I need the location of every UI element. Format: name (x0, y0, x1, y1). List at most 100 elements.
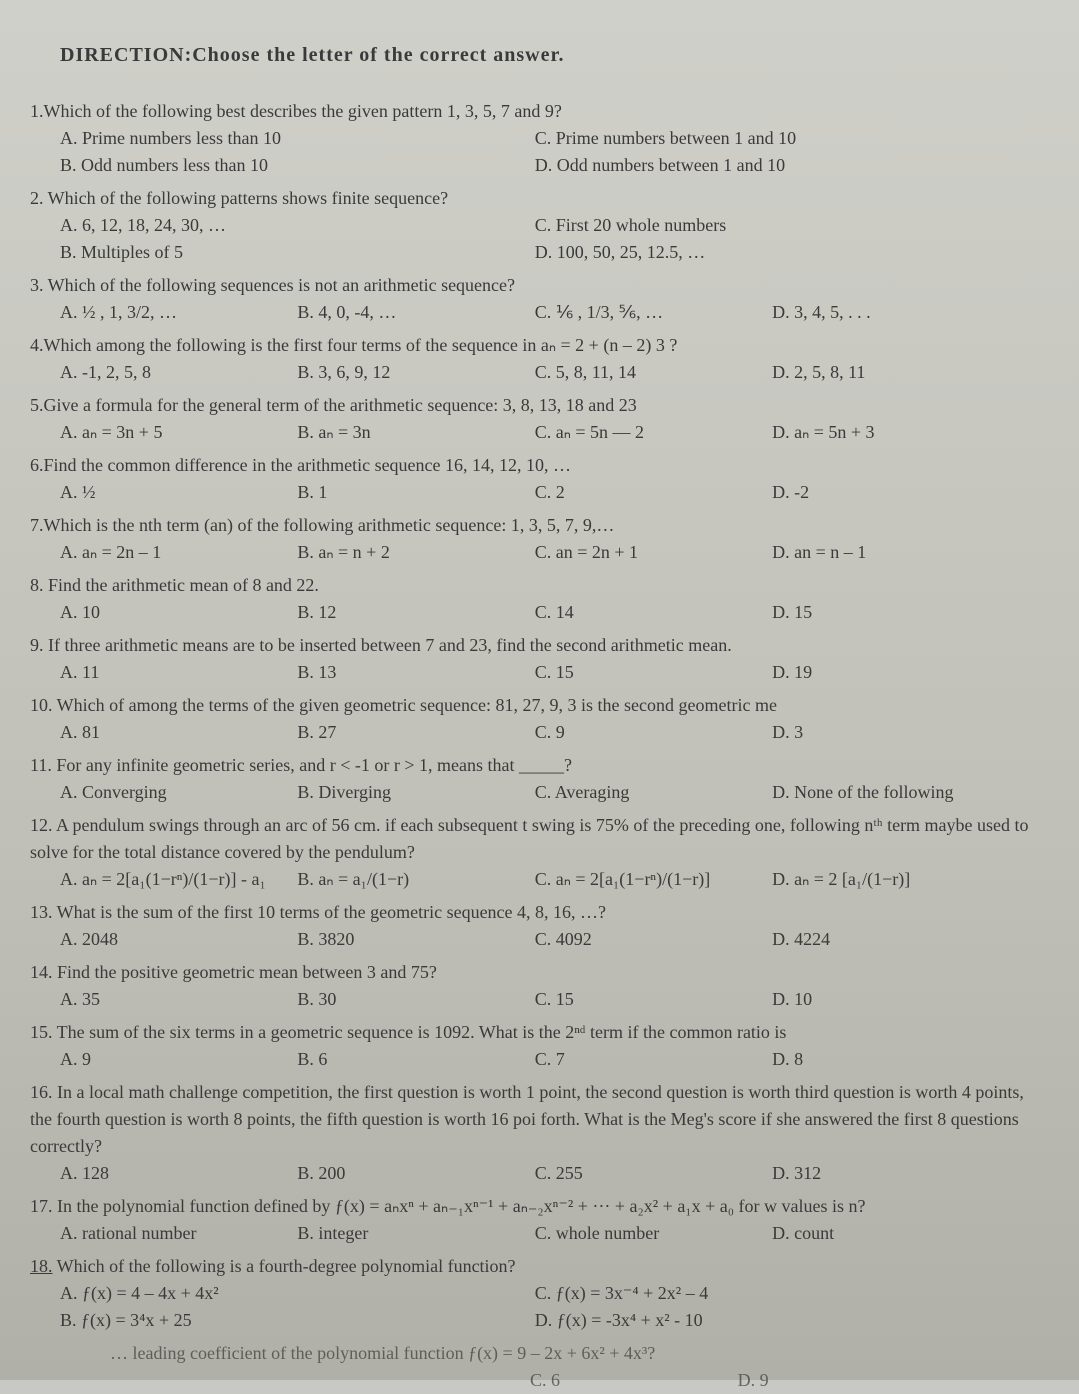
question-text: 10. Which of among the terms of the give… (30, 692, 1049, 719)
option-3: D. None of the following (772, 779, 1009, 806)
option-0: A. 128 (60, 1160, 297, 1187)
options: A. ½ , 1, 3/2, …B. 4, 0, -4, …C. ⅙ , 1/3… (60, 299, 1049, 326)
question-4: 4.Which among the following is the first… (30, 332, 1049, 386)
option-3: D. 19 (772, 659, 1009, 686)
question-12: 12. A pendulum swings through an arc of … (30, 812, 1049, 893)
option-2: C. an = 2n + 1 (535, 539, 772, 566)
options: A. -1, 2, 5, 8B. 3, 6, 9, 12C. 5, 8, 11,… (60, 359, 1049, 386)
option-2: C. aₙ = 2[a₁(1−rⁿ)/(1−r)] (535, 866, 772, 893)
question-16: 16. In a local math challenge competitio… (30, 1079, 1049, 1187)
tail-question: … leading coefficient of the polynomial … (30, 1340, 1049, 1394)
option-1: B. 200 (297, 1160, 534, 1187)
option-3: D. 10 (772, 986, 1009, 1013)
question-text: 7.Which is the nth term (an) of the foll… (30, 512, 1049, 539)
option-3: D. 100, 50, 25, 12.5, … (535, 239, 1010, 266)
option-3: D. an = n – 1 (772, 539, 1009, 566)
question-text: 14. Find the positive geometric mean bet… (30, 959, 1049, 986)
option-0: A. aₙ = 2n – 1 (60, 539, 297, 566)
option-2: C. whole number (535, 1220, 772, 1247)
option-0: A. -1, 2, 5, 8 (60, 359, 297, 386)
option-2: C. Averaging (535, 779, 772, 806)
option-3: D. ƒ(x) = -3x⁴ + x² - 10 (535, 1307, 1010, 1334)
options: A. 10B. 12C. 14D. 15 (60, 599, 1049, 626)
option-1: B. 12 (297, 599, 534, 626)
question-8: 8. Find the arithmetic mean of 8 and 22.… (30, 572, 1049, 626)
option-2: C. 9 (535, 719, 772, 746)
question-7: 7.Which is the nth term (an) of the foll… (30, 512, 1049, 566)
option-0: A. 10 (60, 599, 297, 626)
option-2: C. 255 (535, 1160, 772, 1187)
options: A. 6, 12, 18, 24, 30, …C. First 20 whole… (60, 212, 1049, 266)
option-1: C. First 20 whole numbers (535, 212, 1010, 239)
tail-text: … leading coefficient of the polynomial … (110, 1340, 1049, 1367)
option-1: B. Diverging (297, 779, 534, 806)
options: A. Prime numbers less than 10C. Prime nu… (60, 125, 1049, 179)
option-2: B. ƒ(x) = 3⁴x + 25 (60, 1307, 535, 1334)
question-9: 9. If three arithmetic means are to be i… (30, 632, 1049, 686)
options: A. rational numberB. integerC. whole num… (60, 1220, 1049, 1247)
option-3: D. aₙ = 2 [a₁/(1−r)] (772, 866, 1009, 893)
option-1: B. integer (297, 1220, 534, 1247)
option-1: B. 1 (297, 479, 534, 506)
question-text: 17. In the polynomial function defined b… (30, 1193, 1049, 1220)
option-0: A. Prime numbers less than 10 (60, 125, 535, 152)
option-0: A. 2048 (60, 926, 297, 953)
question-3: 3. Which of the following sequences is n… (30, 272, 1049, 326)
option-2: C. 15 (535, 659, 772, 686)
question-text: 18. Which of the following is a fourth-d… (30, 1253, 1049, 1280)
option-0: A. 6, 12, 18, 24, 30, … (60, 212, 535, 239)
question-14: 14. Find the positive geometric mean bet… (30, 959, 1049, 1013)
question-text: 9. If three arithmetic means are to be i… (30, 632, 1049, 659)
questions-container: 1.Which of the following best describes … (30, 98, 1049, 1334)
option-2: C. 2 (535, 479, 772, 506)
question-text: 13. What is the sum of the first 10 term… (30, 899, 1049, 926)
question-15: 15. The sum of the six terms in a geomet… (30, 1019, 1049, 1073)
option-3: D. count (772, 1220, 1009, 1247)
options: A. 2048B. 3820C. 4092D. 4224 (60, 926, 1049, 953)
option-2: C. 14 (535, 599, 772, 626)
tail-opt-c: C. 6 (530, 1367, 738, 1394)
option-0: A. aₙ = 3n + 5 (60, 419, 297, 446)
question-11: 11. For any infinite geometric series, a… (30, 752, 1049, 806)
question-text: 12. A pendulum swings through an arc of … (30, 812, 1049, 866)
options: A. 11B. 13C. 15D. 19 (60, 659, 1049, 686)
option-2: C. 7 (535, 1046, 772, 1073)
option-1: B. aₙ = 3n (297, 419, 534, 446)
option-0: A. 81 (60, 719, 297, 746)
option-0: A. aₙ = 2[a₁(1−rⁿ)/(1−r)] - a₁ (60, 866, 297, 893)
question-text: 15. The sum of the six terms in a geomet… (30, 1019, 1049, 1046)
question-text: 5.Give a formula for the general term of… (30, 392, 1049, 419)
option-1: B. 4, 0, -4, … (297, 299, 534, 326)
option-3: D. 3 (772, 719, 1009, 746)
question-5: 5.Give a formula for the general term of… (30, 392, 1049, 446)
question-text: 6.Find the common difference in the arit… (30, 452, 1049, 479)
option-3: D. -2 (772, 479, 1009, 506)
question-text: 3. Which of the following sequences is n… (30, 272, 1049, 299)
option-1: C. ƒ(x) = 3x⁻⁴ + 2x² – 4 (535, 1280, 1010, 1307)
option-1: C. Prime numbers between 1 and 10 (535, 125, 1010, 152)
option-3: D. 2, 5, 8, 11 (772, 359, 1009, 386)
question-10: 10. Which of among the terms of the give… (30, 692, 1049, 746)
option-1: B. 3820 (297, 926, 534, 953)
option-2: C. 15 (535, 986, 772, 1013)
option-0: A. 11 (60, 659, 297, 686)
tail-options: C. 6 D. 9 (530, 1367, 1049, 1394)
option-3: D. aₙ = 5n + 3 (772, 419, 1009, 446)
question-2: 2. Which of the following patterns shows… (30, 185, 1049, 266)
option-3: D. 15 (772, 599, 1009, 626)
option-1: B. aₙ = n + 2 (297, 539, 534, 566)
question-1: 1.Which of the following best describes … (30, 98, 1049, 179)
option-3: D. 4224 (772, 926, 1009, 953)
question-18: 18. Which of the following is a fourth-d… (30, 1253, 1049, 1334)
question-13: 13. What is the sum of the first 10 term… (30, 899, 1049, 953)
question-17: 17. In the polynomial function defined b… (30, 1193, 1049, 1247)
option-0: A. ½ , 1, 3/2, … (60, 299, 297, 326)
options: A. aₙ = 3n + 5B. aₙ = 3nC. aₙ = 5n — 2D.… (60, 419, 1049, 446)
option-0: A. 35 (60, 986, 297, 1013)
option-1: B. aₙ = a₁/(1−r) (297, 866, 534, 893)
option-2: C. 4092 (535, 926, 772, 953)
option-2: B. Odd numbers less than 10 (60, 152, 535, 179)
option-3: D. 8 (772, 1046, 1009, 1073)
option-3: D. 3, 4, 5, . . . (772, 299, 1009, 326)
option-2: C. ⅙ , 1/3, ⅚, … (535, 299, 772, 326)
